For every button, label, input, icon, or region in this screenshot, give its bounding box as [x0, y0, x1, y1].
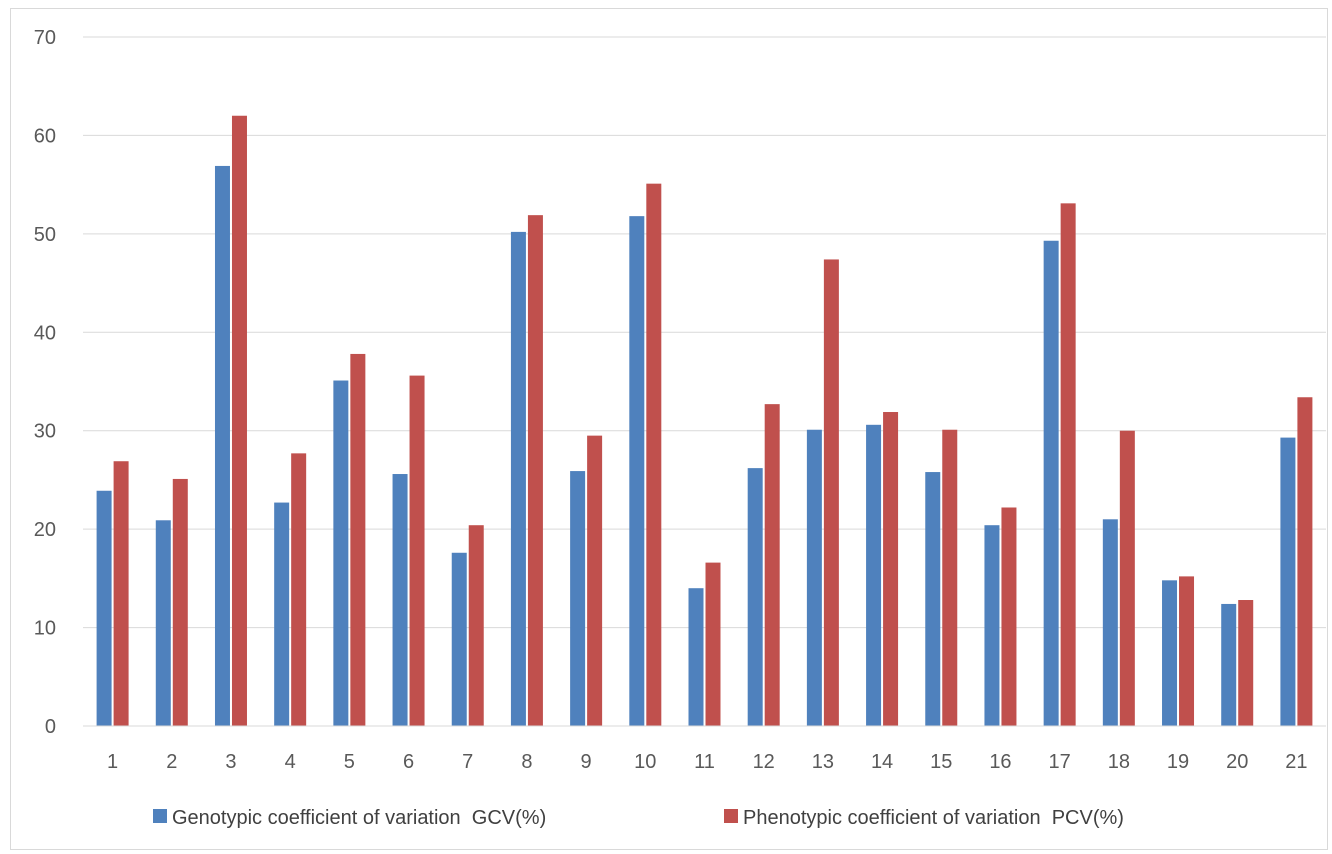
x-tick-label: 7	[462, 751, 473, 773]
bar-pcv	[1001, 507, 1017, 726]
y-tick-label: 10	[34, 618, 56, 640]
bar-gcv	[1162, 580, 1178, 726]
bar-gcv	[155, 520, 171, 726]
bar-gcv	[214, 165, 230, 727]
bar-gcv	[333, 380, 349, 726]
legend-swatch	[153, 809, 167, 823]
y-axis-tick-labels: 0 10 20 30 40 50 60 70	[34, 27, 56, 738]
bar-pcv	[764, 404, 780, 726]
bar-gcv	[1280, 437, 1296, 726]
x-tick-label: 13	[812, 751, 834, 773]
bar-pcv	[883, 412, 899, 726]
bar-pcv	[823, 259, 839, 726]
x-tick-label: 15	[930, 751, 952, 773]
x-tick-label: 16	[989, 751, 1011, 773]
bar-pcv	[231, 115, 247, 726]
bar-gcv	[1221, 603, 1237, 726]
legend: Genotypic coefficient of variation GCV(%…	[153, 807, 1124, 829]
x-tick-label: 12	[753, 751, 775, 773]
bar-pcv	[527, 215, 543, 727]
legend-label: Phenotypic coefficient of variation PCV(…	[743, 807, 1124, 829]
bar-pcv	[1119, 430, 1135, 726]
legend-swatch	[724, 809, 738, 823]
bar-gcv	[806, 429, 822, 726]
y-tick-label: 30	[34, 421, 56, 443]
x-tick-label: 17	[1049, 751, 1071, 773]
bar-pcv	[291, 453, 307, 726]
x-tick-label: 11	[694, 751, 715, 773]
bar-pcv	[1179, 576, 1195, 726]
x-tick-label: 2	[166, 751, 177, 773]
bar-gcv	[984, 525, 1000, 726]
x-tick-label: 5	[344, 751, 355, 773]
bar-gcv	[1043, 240, 1059, 727]
bar-gcv	[747, 468, 763, 726]
bar-pcv	[350, 353, 366, 726]
bar-pcv	[587, 435, 603, 726]
bar-gcv	[629, 216, 645, 726]
legend-label: Genotypic coefficient of variation GCV(%…	[172, 807, 546, 829]
x-tick-label: 21	[1285, 751, 1307, 773]
x-tick-label: 20	[1226, 751, 1248, 773]
bar-pcv	[409, 375, 425, 726]
bar-pcv	[646, 183, 662, 726]
bar-gcv	[451, 552, 467, 726]
bar-pcv	[942, 429, 958, 726]
bar-pcv	[1060, 203, 1076, 726]
x-tick-label: 14	[871, 751, 893, 773]
x-tick-label: 6	[403, 751, 414, 773]
y-tick-label: 0	[45, 716, 56, 738]
bars	[96, 115, 1313, 727]
x-tick-label: 3	[225, 751, 236, 773]
bar-gcv	[925, 472, 941, 726]
x-tick-label: 19	[1167, 751, 1189, 773]
x-axis-tick-labels: 1 2 3 4 5 6 7 8 9 10 11 12 13 14 15 16 17 18 19 20 21	[107, 751, 1307, 773]
bar-gcv	[96, 490, 112, 726]
y-tick-label: 50	[34, 224, 56, 246]
bar-pcv	[705, 562, 721, 726]
y-tick-label: 70	[34, 27, 56, 49]
bar-pcv	[172, 478, 188, 726]
bar-gcv	[688, 588, 704, 726]
bar-pcv	[113, 461, 129, 726]
bar-gcv	[392, 474, 408, 726]
x-tick-label: 4	[285, 751, 296, 773]
x-tick-label: 8	[521, 751, 532, 773]
bar-pcv	[1297, 397, 1313, 726]
x-tick-label: 18	[1108, 751, 1130, 773]
bar-pcv	[468, 525, 484, 726]
bar-gcv	[570, 471, 586, 726]
y-tick-label: 60	[34, 125, 56, 147]
bar-gcv	[1102, 519, 1118, 726]
bar-gcv	[866, 424, 882, 726]
y-tick-label: 40	[34, 322, 56, 344]
bar-gcv	[274, 502, 290, 726]
x-tick-label: 10	[634, 751, 656, 773]
x-tick-label: 9	[581, 751, 592, 773]
x-tick-label: 1	[107, 751, 118, 773]
gridlines	[83, 36, 1326, 629]
y-tick-label: 20	[34, 519, 56, 541]
bar-pcv	[1238, 600, 1254, 726]
bar-gcv	[510, 231, 526, 727]
